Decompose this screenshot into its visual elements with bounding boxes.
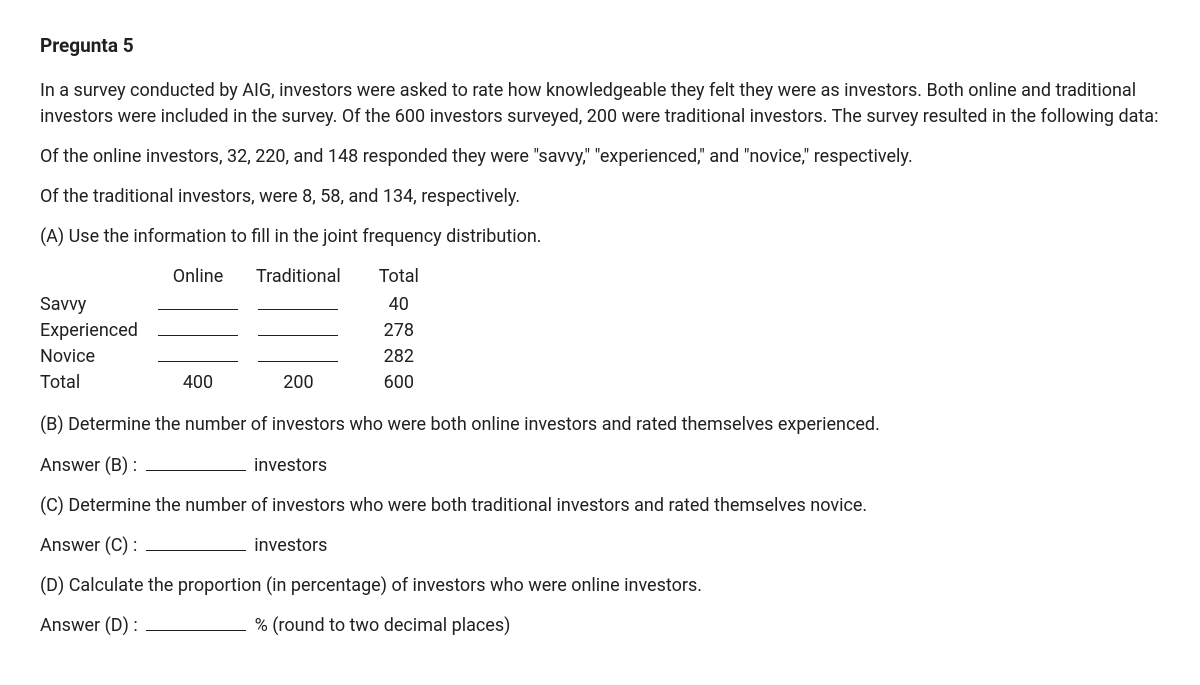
cell-total-traditional: 200: [256, 370, 359, 396]
row-label-savvy: Savvy: [40, 292, 158, 318]
blank-experienced-online[interactable]: [158, 318, 256, 344]
cell-savvy-total: 40: [359, 292, 457, 318]
answer-d-suffix: % (round to two decimal places): [255, 615, 511, 636]
traditional-data-paragraph: Of the traditional investors, were 8, 58…: [40, 184, 1160, 210]
answer-d-blank[interactable]: [146, 616, 246, 631]
answer-c-prefix: Answer (C) :: [40, 535, 137, 556]
cell-novice-total: 282: [359, 344, 457, 370]
table-row: Savvy 40: [40, 292, 457, 318]
part-d-prompt: (D) Calculate the proportion (in percent…: [40, 573, 1160, 599]
part-a-prompt: (A) Use the information to fill in the j…: [40, 224, 1160, 250]
answer-b-suffix: investors: [254, 455, 327, 476]
blank-experienced-traditional[interactable]: [256, 318, 359, 344]
cell-total-total: 600: [359, 370, 457, 396]
table-row: Novice 282: [40, 344, 457, 370]
blank-novice-online[interactable]: [158, 344, 256, 370]
answer-b-line: Answer (B) : investors: [40, 453, 1160, 479]
part-c-prompt: (C) Determine the number of investors wh…: [40, 493, 1160, 519]
row-label-total: Total: [40, 370, 158, 396]
answer-c-suffix: investors: [254, 535, 327, 556]
blank-savvy-traditional[interactable]: [256, 292, 359, 318]
answer-d-prefix: Answer (D) :: [40, 615, 138, 636]
part-b-prompt: (B) Determine the number of investors wh…: [40, 412, 1160, 438]
question-heading: Pregunta 5: [40, 32, 1160, 60]
answer-c-blank[interactable]: [146, 536, 246, 551]
table-row: Experienced 278: [40, 318, 457, 344]
col-total: Total: [359, 264, 457, 292]
answer-b-blank[interactable]: [146, 456, 246, 471]
blank-savvy-online[interactable]: [158, 292, 256, 318]
table-row: Total 400 200 600: [40, 370, 457, 396]
answer-c-line: Answer (C) : investors: [40, 533, 1160, 559]
intro-paragraph: In a survey conducted by AIG, investors …: [40, 78, 1160, 130]
cell-total-online: 400: [158, 370, 256, 396]
col-traditional: Traditional: [256, 264, 359, 292]
blank-novice-traditional[interactable]: [256, 344, 359, 370]
answer-d-line: Answer (D) : % (round to two decimal pla…: [40, 613, 1160, 639]
cell-experienced-total: 278: [359, 318, 457, 344]
row-label-experienced: Experienced: [40, 318, 158, 344]
table-header-row: Online Traditional Total: [40, 264, 457, 292]
online-data-paragraph: Of the online investors, 32, 220, and 14…: [40, 144, 1160, 170]
col-online: Online: [158, 264, 256, 292]
answer-b-prefix: Answer (B) :: [40, 455, 137, 476]
row-label-novice: Novice: [40, 344, 158, 370]
frequency-table: Online Traditional Total Savvy 40 Experi…: [40, 264, 457, 396]
